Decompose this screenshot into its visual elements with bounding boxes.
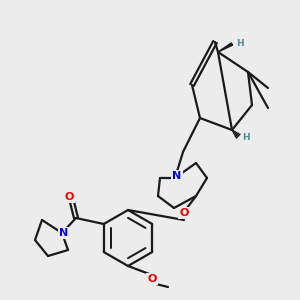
Text: N: N (172, 171, 182, 181)
Text: H: H (236, 38, 244, 47)
Text: H: H (242, 133, 250, 142)
Text: O: O (64, 192, 74, 202)
Text: O: O (147, 274, 157, 284)
Text: O: O (179, 208, 189, 218)
Text: N: N (59, 228, 69, 238)
Polygon shape (218, 43, 232, 52)
